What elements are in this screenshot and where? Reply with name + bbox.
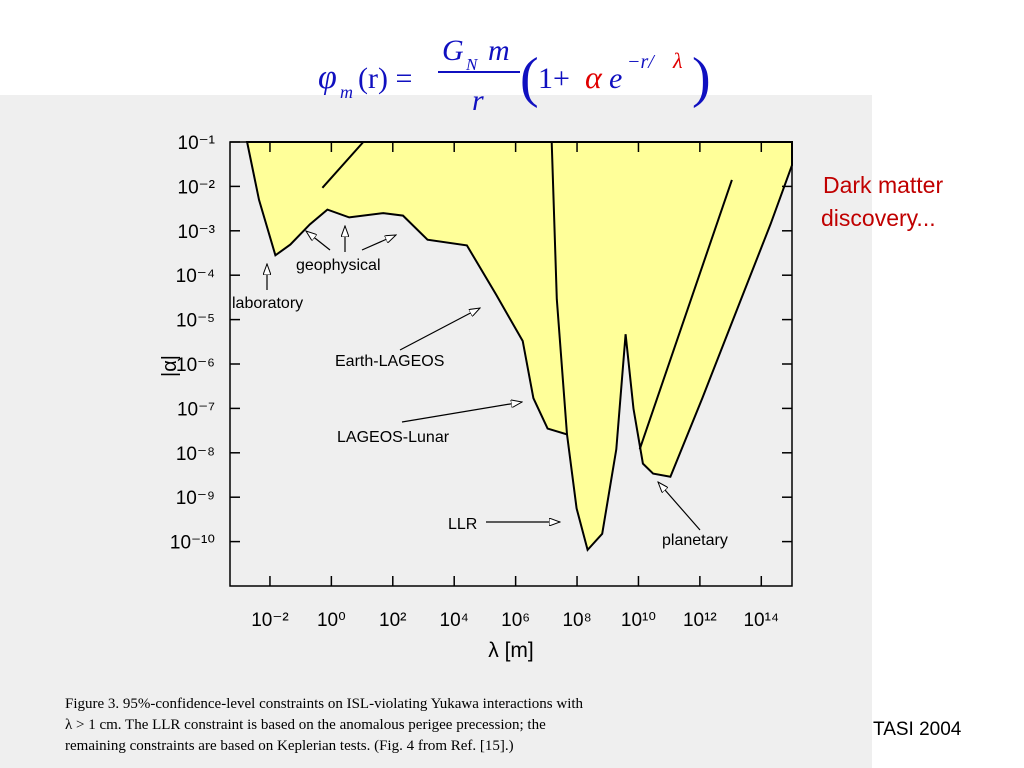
constraint-line (550, 141, 568, 435)
y-tick-label: 10⁻⁵ (176, 311, 215, 332)
formula-symbol: N (465, 55, 479, 74)
caption-line: remaining constraints are based on Keple… (65, 738, 514, 754)
side-note: discovery... (821, 205, 936, 231)
formula-symbol: e (609, 62, 622, 95)
side-note: Dark matter (823, 172, 943, 198)
chart: 10⁻² 10⁰ 10² 10⁴ 10⁶ 10⁸ 10¹⁰ 10¹² 10¹⁴ 10⁻¹ 10⁻² 1… (159, 133, 793, 662)
y-tick-label: 10⁻¹⁰ (170, 533, 215, 554)
y-tick-label: 10⁻¹ (178, 133, 216, 154)
annotation: LAGEOS-Lunar (337, 429, 450, 446)
formula-symbol: m (340, 82, 353, 102)
formula-symbol: r (472, 84, 484, 117)
y-tick-label: 10⁻⁴ (176, 266, 215, 287)
x-tick-label: 10⁻² (251, 610, 289, 631)
footer: TASI 2004 (873, 719, 962, 740)
x-axis-label: λ [m] (488, 639, 534, 662)
annotation-arrow (361, 235, 396, 251)
formula-symbol: 1+ (538, 62, 570, 95)
x-tick-label: 10⁸ (562, 610, 591, 631)
x-tick-label: 10¹⁰ (621, 610, 656, 631)
annotation: laboratory (232, 295, 303, 312)
y-tick-label: 10⁻⁷ (177, 399, 215, 420)
x-tick-label: 10⁰ (317, 610, 346, 631)
annotation: Earth-LAGEOS (335, 353, 444, 370)
formula-symbol: (r) = (358, 62, 412, 95)
constraint-line (638, 179, 733, 450)
y-tick-label: 10⁻³ (178, 222, 216, 243)
caption-line: Figure 3. 95%-confidence-level constrain… (65, 696, 584, 712)
formula-symbol: G (442, 34, 464, 67)
caption-line: λ > 1 cm. The LLR constraint is based on… (65, 717, 546, 733)
annotation: LLR (448, 516, 477, 533)
y-axis-label: |α| (159, 355, 181, 377)
annotation-arrow (401, 402, 522, 423)
annotation-arrow (306, 231, 331, 251)
y-tick-label: 10⁻² (178, 177, 216, 198)
y-tick-label: 10⁻⁹ (176, 488, 215, 509)
y-tick-label: 10⁻⁶ (176, 355, 215, 376)
x-tick-label: 10² (379, 610, 406, 631)
formula: φ m (r) = G N m r ( 1+ α e −r/ λ ) (318, 34, 711, 117)
annotation-arrow (658, 482, 701, 531)
x-tick-label: 10⁴ (440, 610, 469, 631)
formula-symbol: α (585, 59, 603, 95)
x-tick-label: 10¹⁴ (743, 610, 779, 631)
formula-symbol: φ (318, 59, 337, 96)
annotation: geophysical (296, 257, 381, 274)
annotation-arrow (399, 308, 480, 351)
formula-symbol: −r/ (627, 51, 656, 73)
annotation: planetary (662, 532, 728, 549)
formula-symbol: λ (672, 48, 683, 73)
formula-symbol: ) (692, 47, 711, 109)
x-tick-label: 10⁶ (501, 610, 530, 631)
formula-symbol: ( (520, 47, 539, 109)
y-tick-label: 10⁻⁸ (176, 444, 215, 465)
x-tick-label: 10¹² (683, 610, 717, 631)
formula-symbol: m (488, 34, 510, 67)
constraint-line (321, 141, 365, 189)
